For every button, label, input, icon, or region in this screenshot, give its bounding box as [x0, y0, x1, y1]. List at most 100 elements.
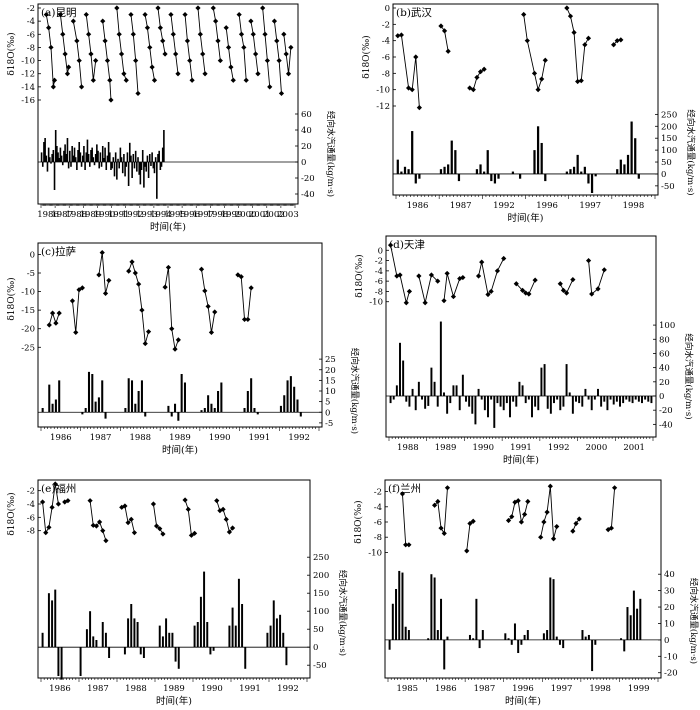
- xtick-label: 1999: [221, 210, 243, 220]
- flux-bar: [250, 378, 253, 413]
- xtick-label: 2000: [235, 210, 257, 220]
- ytick-top-label: -8: [382, 69, 390, 79]
- ytick-bottom-label: -50: [313, 661, 327, 671]
- d18o-point: [236, 11, 242, 18]
- flux-bar: [478, 639, 481, 649]
- d18o-point: [214, 498, 220, 504]
- flux-bar: [549, 577, 552, 640]
- flux-bar: [49, 157, 51, 162]
- d18o-point: [173, 51, 179, 57]
- flux-bar: [571, 396, 574, 414]
- d18o-point: [93, 57, 99, 64]
- flux-bar: [286, 380, 289, 413]
- ytick-bottom-label: 15: [325, 376, 336, 386]
- d18o-point: [104, 57, 111, 64]
- flux-bar: [399, 342, 401, 396]
- flux-bar: [89, 611, 92, 648]
- xtick-label: 1990: [472, 443, 494, 453]
- d18o-point: [557, 281, 563, 287]
- flux-bar: [104, 147, 106, 162]
- flux-bar: [472, 638, 475, 640]
- ytick-bottom-label: -20: [664, 669, 678, 679]
- flux-bar: [210, 403, 213, 413]
- flux-bar: [619, 396, 621, 407]
- d18o-point: [432, 502, 438, 508]
- ytick-bottom-label: 10: [325, 387, 336, 397]
- flux-bar: [581, 396, 584, 407]
- d18o-point: [535, 87, 541, 93]
- flux-bar: [623, 164, 626, 174]
- flux-bar: [134, 403, 137, 413]
- d18o-point: [170, 31, 176, 37]
- flux-bar: [145, 162, 148, 172]
- d18o-point: [560, 287, 567, 293]
- d18o-point: [612, 485, 618, 491]
- flux-bar: [243, 408, 246, 413]
- d18o-point: [444, 270, 450, 277]
- d18o-point: [518, 519, 524, 525]
- d18o-line: [273, 21, 282, 94]
- flux-bar: [594, 173, 597, 177]
- d18o-point: [578, 78, 584, 84]
- d18o-point: [202, 71, 208, 77]
- d18o-point: [145, 329, 152, 335]
- flux-bar: [142, 647, 145, 658]
- flux-bar: [449, 396, 452, 404]
- plot-frame: [37, 242, 323, 428]
- xtick-label: 1997: [192, 210, 214, 220]
- flux-bar: [641, 396, 643, 404]
- flux-bar: [594, 639, 597, 645]
- d18o-point: [86, 31, 92, 37]
- d18o-point: [531, 70, 538, 76]
- d18o-point: [162, 284, 168, 290]
- flux-bar: [518, 173, 522, 179]
- d18o-point: [505, 517, 512, 524]
- d18o-point: [438, 23, 444, 29]
- d18o-point: [524, 38, 530, 44]
- d18o-point: [564, 5, 570, 11]
- panel-label: (c)拉萨: [41, 245, 76, 258]
- ytick-top-label: -10: [21, 288, 35, 298]
- flux-bar: [114, 152, 117, 162]
- d18o-point: [185, 506, 191, 512]
- xtick-label: 1988: [397, 443, 419, 453]
- d18o-point: [96, 519, 103, 525]
- d18o-point: [445, 48, 451, 54]
- ylabel-bottom: 经向水汽通量(kg/m·s): [685, 109, 696, 195]
- d18o-point: [205, 303, 211, 310]
- flux-bar: [424, 396, 427, 409]
- flux-bar: [80, 162, 83, 167]
- d18o-line: [89, 500, 107, 541]
- flux-bar: [630, 121, 633, 174]
- d18o-point: [66, 64, 72, 70]
- ytick-bottom-label: 50: [313, 625, 324, 635]
- ytick-top-label: -6: [27, 513, 35, 523]
- ytick-bottom-label: 10: [664, 619, 675, 629]
- flux-bar: [54, 589, 57, 648]
- d18o-point: [102, 38, 108, 44]
- d18o-point: [271, 18, 278, 24]
- d18o-point: [126, 268, 132, 274]
- ytick-top-label: -4: [382, 37, 390, 47]
- flux-bar: [116, 162, 118, 180]
- d18o-point: [73, 329, 79, 336]
- flux-bar: [44, 138, 46, 162]
- flux-bar: [562, 396, 565, 407]
- d18o-point: [464, 548, 470, 554]
- d18o-point: [90, 522, 96, 528]
- d18o-point: [608, 525, 614, 531]
- ylabel-bottom: 经向水汽通量(kg/m·s): [337, 570, 348, 656]
- flux-bar: [207, 395, 210, 413]
- d18o-point: [197, 31, 203, 37]
- ytick-top-label: -2: [375, 257, 383, 267]
- xtick-label: 1986: [49, 684, 71, 694]
- flux-bar: [527, 396, 530, 400]
- flux-bar: [512, 396, 515, 402]
- d18o-point: [69, 298, 76, 304]
- xtick-label: 1987: [474, 684, 496, 694]
- d18o-point: [121, 71, 127, 77]
- d18o-point: [406, 288, 413, 295]
- d18o-point: [79, 285, 85, 291]
- xtick-label: 1986: [435, 684, 457, 694]
- ytick-top-label: -2: [382, 20, 390, 30]
